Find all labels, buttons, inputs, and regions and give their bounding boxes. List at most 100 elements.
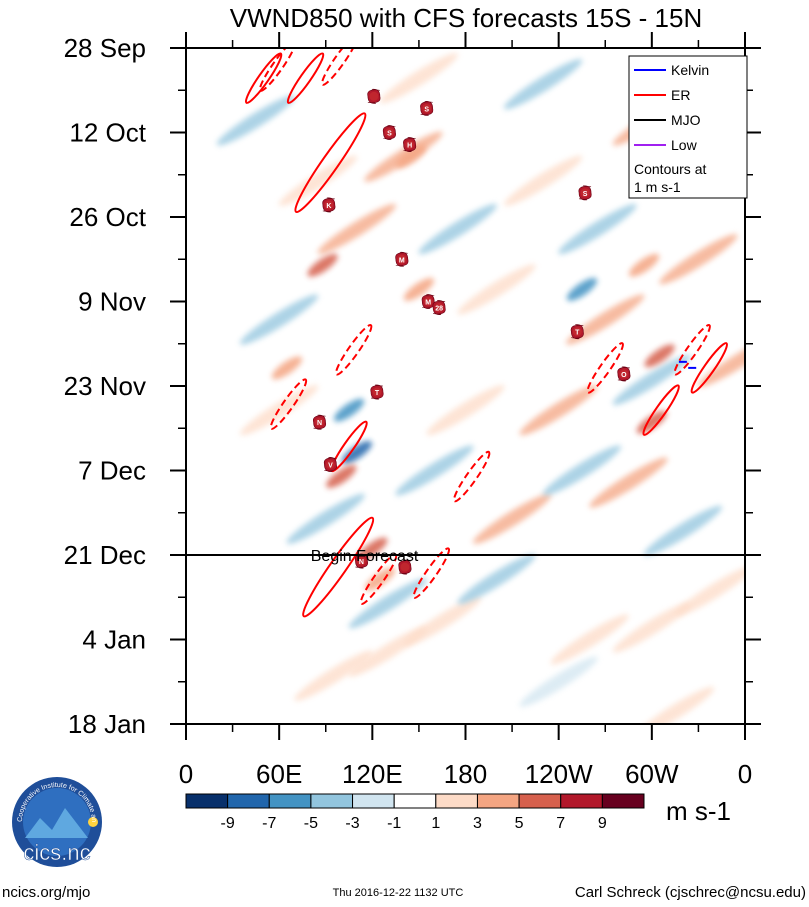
cyclone-eye [384, 128, 394, 137]
chart-title: VWND850 with CFS forecasts 15S - 15N [230, 3, 703, 33]
colorbar-label: -7 [262, 815, 276, 832]
anomaly-streak [519, 656, 598, 707]
x-tick-label: 60E [256, 759, 302, 789]
er-contour-negative [258, 48, 297, 92]
y-tick-label: 4 Jan [82, 625, 146, 655]
er-contour-negative [412, 547, 451, 599]
colorbar-swatch [268, 793, 312, 809]
x-tick-label: 180 [444, 759, 487, 789]
anomaly-streak [472, 493, 552, 544]
colorbar-swatch [352, 793, 395, 809]
legend: Kelvin ER MJO Low Contours at 1 m s-1 [628, 55, 748, 199]
anomaly-streak [239, 294, 319, 345]
colorbar-swatch [518, 793, 562, 809]
er-contour-negative [673, 324, 711, 376]
cyclone-marker: N [354, 553, 369, 569]
cyclone-marker: N [312, 414, 327, 430]
cyclone-eye [356, 556, 366, 566]
anomaly-streak [503, 155, 583, 206]
cyclone-eye [325, 459, 335, 469]
cyclone-marker: V [323, 457, 337, 472]
colorbar-swatch [310, 793, 354, 809]
colorbar-label: 5 [515, 815, 524, 832]
cyclone-code: 28 [435, 306, 443, 313]
cyclone-code: O [621, 372, 627, 379]
cyclone-marker: T [370, 384, 384, 400]
anomaly-streak [643, 505, 723, 556]
cyclone-eye [580, 188, 590, 198]
er-contour-positive [690, 342, 728, 394]
cyclone-marker: K [322, 197, 336, 213]
legend-label: ER [671, 87, 690, 103]
cyclone-marker: H [403, 137, 417, 152]
cyclone-code: H [407, 143, 412, 150]
colorbar-swatch [601, 793, 645, 809]
y-tick-label: 21 Dec [64, 540, 146, 570]
cyclone-marker: S [420, 100, 434, 116]
logo-sun [88, 817, 98, 827]
cyclone-code: K [326, 203, 331, 210]
x-tick-label: 0 [179, 759, 193, 789]
logo-name: cics.nc [23, 840, 90, 865]
footer-timestamp: Thu 2016-12-22 1132 UTC [333, 887, 464, 899]
anomaly-streak [519, 385, 598, 436]
anomaly-core [364, 567, 396, 591]
colorbar-swatch [435, 793, 478, 809]
er-contour-negative [321, 48, 359, 86]
anomaly-streak [216, 95, 296, 146]
anomaly-streak [635, 686, 715, 724]
y-tick-label: 7 Dec [78, 456, 146, 486]
legend-label: Low [671, 137, 698, 153]
cyclone-marker [398, 559, 412, 575]
anomaly-streak [294, 650, 373, 701]
anomaly-streak [698, 336, 745, 387]
er-contour-positive [286, 52, 325, 104]
er-contour-positive [302, 516, 375, 618]
anomaly-streak [558, 203, 637, 255]
colorbar-unit: m s-1 [666, 796, 731, 826]
colorbar-label: -1 [387, 815, 401, 832]
anomaly-streak [348, 578, 428, 629]
anomaly-streak [542, 445, 622, 496]
colorbar-label: 7 [556, 815, 565, 832]
er-contour-negative [586, 342, 624, 394]
anomaly-streak [589, 457, 668, 508]
cyclone-code: N [317, 420, 322, 427]
y-tick-label: 9 Nov [78, 287, 146, 317]
cyclone-markers: S S H K S M M 28 T O T N V N [312, 88, 631, 575]
legend-note: 1 m s-1 [634, 179, 681, 195]
anomaly-core [566, 277, 598, 301]
anomaly-streak [286, 493, 365, 544]
cyclone-code: M [425, 300, 431, 307]
cyclone-code: S [387, 131, 392, 138]
cyclone-code: S [424, 106, 429, 113]
anomaly-core [644, 344, 675, 368]
cyclone-eye [405, 140, 415, 150]
anomaly-streak [278, 155, 358, 206]
x-tick-label: 120E [342, 759, 403, 789]
anomaly-core [326, 465, 357, 488]
anomaly-core [271, 356, 303, 380]
anomaly-core [307, 253, 338, 277]
er-contour-positive [642, 384, 680, 436]
cyclone-eye [423, 297, 433, 306]
x-tick-label: 120W [525, 759, 593, 789]
cyclone-code: V [328, 462, 333, 469]
cyclone-eye [315, 417, 325, 427]
colorbar: -9 -7 -5 -3 -1 1 3 5 7 9 [185, 793, 645, 832]
anomaly-core [333, 398, 365, 422]
anomaly-streak [612, 354, 692, 406]
y-tick-label: 26 Oct [69, 202, 146, 232]
cyclone-marker: S [382, 125, 396, 140]
y-tick-label: 28 Sep [64, 33, 146, 63]
x-tick-label: 60W [625, 759, 679, 789]
colorbar-label: 3 [473, 815, 482, 832]
anomaly-streak [457, 554, 536, 605]
colorbar-swatch [393, 793, 437, 809]
anomaly-streak [674, 566, 745, 617]
legend-label: Kelvin [671, 62, 709, 78]
er-contour-negative [335, 324, 373, 376]
cyclone-marker: 28 [432, 300, 446, 315]
colorbar-swatch [476, 793, 520, 809]
legend-box [628, 55, 748, 199]
